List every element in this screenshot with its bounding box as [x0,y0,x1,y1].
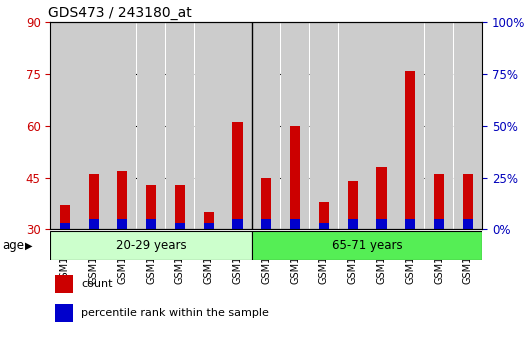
Bar [348,181,358,229]
Bar [146,185,156,229]
Bar [89,174,99,229]
Bar [405,71,416,229]
Bar [80,22,108,229]
Bar [175,185,185,229]
Bar [204,212,214,229]
Bar [434,219,444,229]
Bar [252,231,482,260]
Bar [60,205,70,229]
Bar [117,171,127,229]
Bar [50,231,252,260]
Text: 65-71 years: 65-71 years [332,239,402,252]
Text: percentile rank within the sample: percentile rank within the sample [82,308,269,318]
Bar [108,22,136,229]
Bar [233,219,243,229]
Bar [376,167,386,229]
Bar [166,22,194,229]
Bar [117,219,127,229]
Bar [405,219,416,229]
Bar [195,22,223,229]
Bar [310,22,338,229]
Bar [252,22,280,229]
Text: count: count [82,279,113,289]
Bar [55,275,73,293]
Bar [367,22,395,229]
Bar [281,22,309,229]
Bar [454,22,482,229]
Bar [175,223,185,229]
Bar [261,219,271,229]
Bar [89,219,99,229]
Bar [137,22,165,229]
Bar [51,22,79,229]
Text: ▶: ▶ [25,241,33,251]
Bar [319,202,329,229]
Bar [339,22,367,229]
Bar [224,22,252,229]
Text: GDS473 / 243180_at: GDS473 / 243180_at [48,6,192,20]
Bar [463,174,473,229]
Text: age: age [3,239,25,252]
Bar [376,219,386,229]
Text: 20-29 years: 20-29 years [116,239,187,252]
Bar [396,22,425,229]
Bar [463,219,473,229]
Bar [348,219,358,229]
Bar [434,174,444,229]
Bar [146,219,156,229]
Bar [55,304,73,322]
Bar [60,223,70,229]
Bar [290,219,300,229]
Bar [425,22,453,229]
Bar [319,223,329,229]
Bar [261,178,271,229]
Bar [233,122,243,229]
Bar [204,223,214,229]
Bar [290,126,300,229]
